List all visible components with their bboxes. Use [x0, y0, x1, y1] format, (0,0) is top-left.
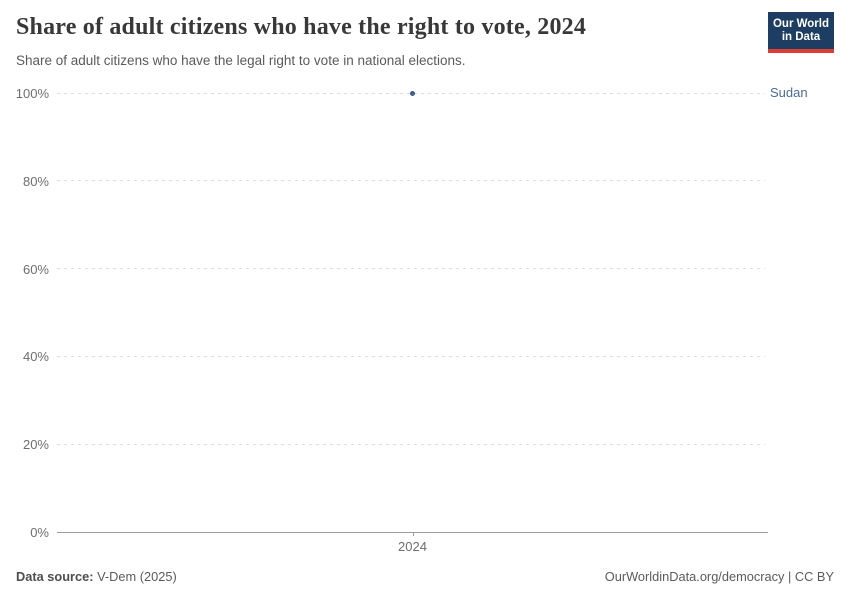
- data-source: Data source: V-Dem (2025): [16, 569, 177, 584]
- y-tick-label: 0%: [30, 525, 49, 540]
- y-gridline: [57, 180, 765, 182]
- y-gridline: [57, 443, 765, 445]
- owid-logo-line1: Our World: [772, 18, 829, 30]
- license-link[interactable]: OurWorldinData.org/democracy | CC BY: [604, 569, 834, 584]
- owid-logo-line2: in Data: [781, 31, 821, 43]
- x-tick-mark: [412, 532, 414, 536]
- chart-subtitle: Share of adult citizens who have the leg…: [16, 53, 466, 68]
- y-tick-label: 80%: [22, 173, 49, 189]
- y-tick-label: 60%: [22, 261, 49, 277]
- chart-title: Share of adult citizens who have the rig…: [16, 14, 587, 40]
- y-tick-label: 40%: [22, 349, 49, 365]
- y-gridline: [57, 268, 765, 270]
- y-gridline: [57, 355, 765, 357]
- owid-logo[interactable]: Our World in Data: [768, 12, 834, 53]
- data-source-value: V-Dem (2025): [97, 569, 177, 584]
- y-tick-label: 100%: [15, 86, 49, 101]
- series-label[interactable]: Sudan: [770, 85, 808, 100]
- data-point-sudan: [410, 90, 415, 96]
- data-source-label: Data source:: [16, 569, 94, 584]
- y-tick-label: 20%: [22, 437, 49, 453]
- x-tick-label: 2024: [398, 539, 427, 554]
